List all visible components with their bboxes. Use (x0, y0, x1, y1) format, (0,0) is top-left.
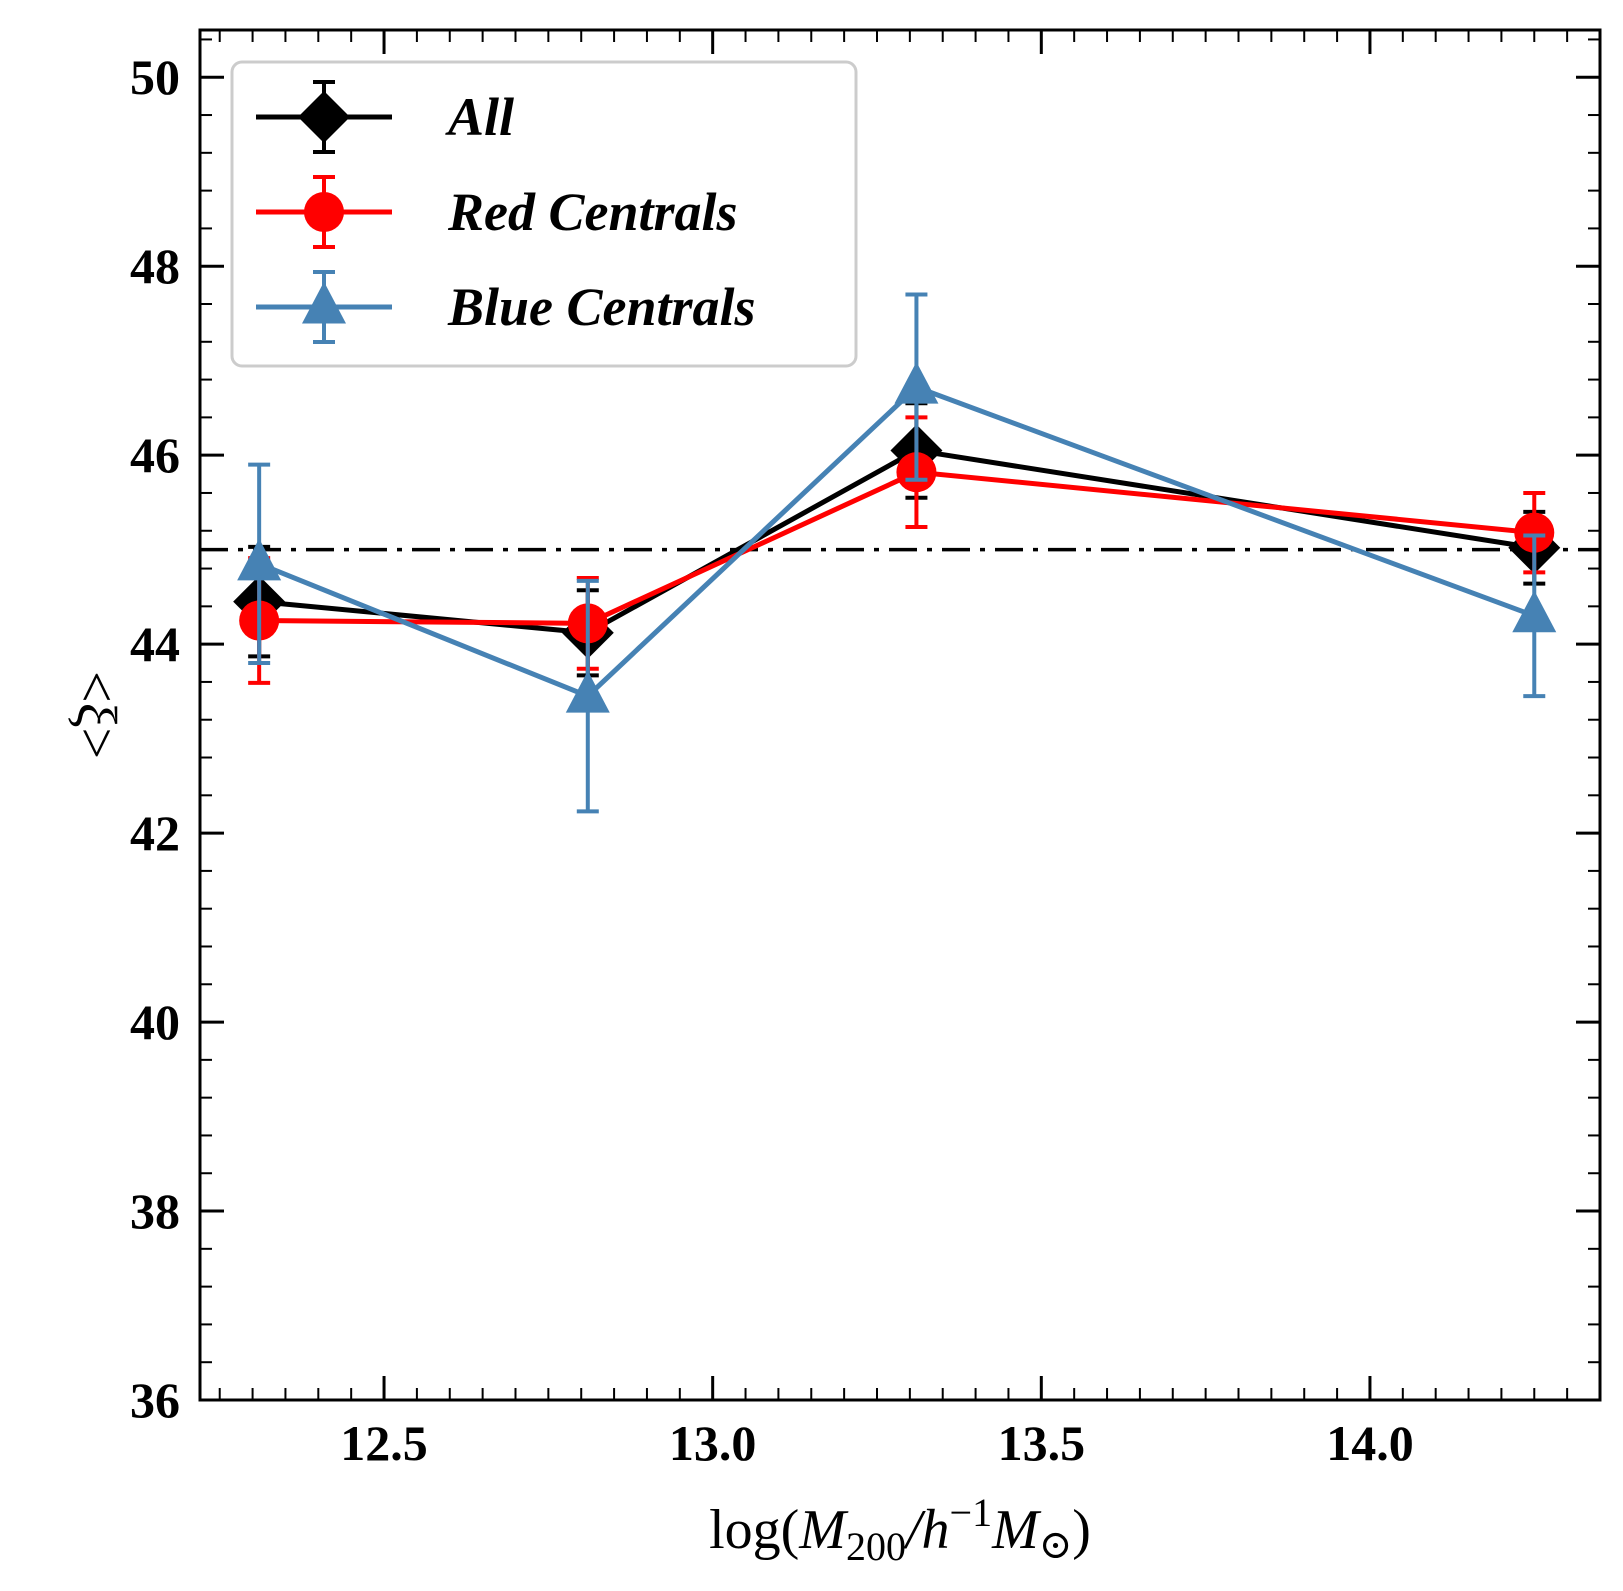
series-line (258, 384, 1536, 700)
y-tick-label: 40 (130, 994, 180, 1050)
tick-labels: 12.5 13.0 13.5 14.0 36 38 40 42 44 46 48 50 (130, 49, 1414, 1471)
legend-marker (302, 281, 346, 324)
axis-ticks (200, 30, 1601, 1402)
legend-label-red-centrals: Red Centrals (447, 182, 738, 242)
y-tick-label: 50 (130, 49, 180, 105)
x-axis-label-h: /h (903, 1499, 950, 1561)
series-blue-centrals (237, 292, 1557, 814)
y-axis-label: <ξ> (65, 671, 127, 759)
x-axis-label-m: M (798, 1499, 849, 1561)
series-group (233, 292, 1561, 814)
x-tick-label: 13.0 (669, 1415, 757, 1471)
y-tick-label: 48 (130, 238, 180, 294)
x-axis-label-sun: ⊙ (1039, 1522, 1073, 1567)
x-tick-label: 14.0 (1326, 1415, 1414, 1471)
legend-label-blue-centrals: Blue Centrals (447, 277, 756, 337)
legend: All Red Centrals Blue Centrals (230, 60, 858, 368)
y-tick-label: 38 (130, 1183, 180, 1239)
legend-box (230, 60, 858, 368)
plot-frame (198, 28, 1602, 1402)
x-axis-label-sub: 200 (846, 1524, 906, 1569)
y-tick-label: 44 (130, 616, 180, 672)
y-tick-label: 42 (130, 805, 180, 861)
x-axis-label-prefix: log( (709, 1499, 799, 1561)
x-tick-label: 13.5 (998, 1415, 1086, 1471)
x-axis-label-sup: −1 (950, 1490, 993, 1535)
data-point (1512, 590, 1557, 633)
x-axis-label-suffix: ) (1072, 1499, 1091, 1561)
data-point (565, 670, 610, 713)
x-axis-label: log(M200/h−1M⊙) (709, 1490, 1091, 1569)
y-tick-label: 36 (130, 1372, 180, 1428)
legend-marker (298, 91, 350, 143)
data-point (237, 538, 282, 581)
legend-marker (304, 192, 344, 232)
x-tick-label: 12.5 (340, 1415, 428, 1471)
y-tick-label: 46 (130, 427, 180, 483)
data-point (1514, 512, 1555, 553)
data-point (894, 361, 939, 404)
legend-label-all: All (445, 87, 514, 147)
x-axis-label-m2: M (991, 1499, 1042, 1561)
legend-entries (256, 80, 392, 344)
